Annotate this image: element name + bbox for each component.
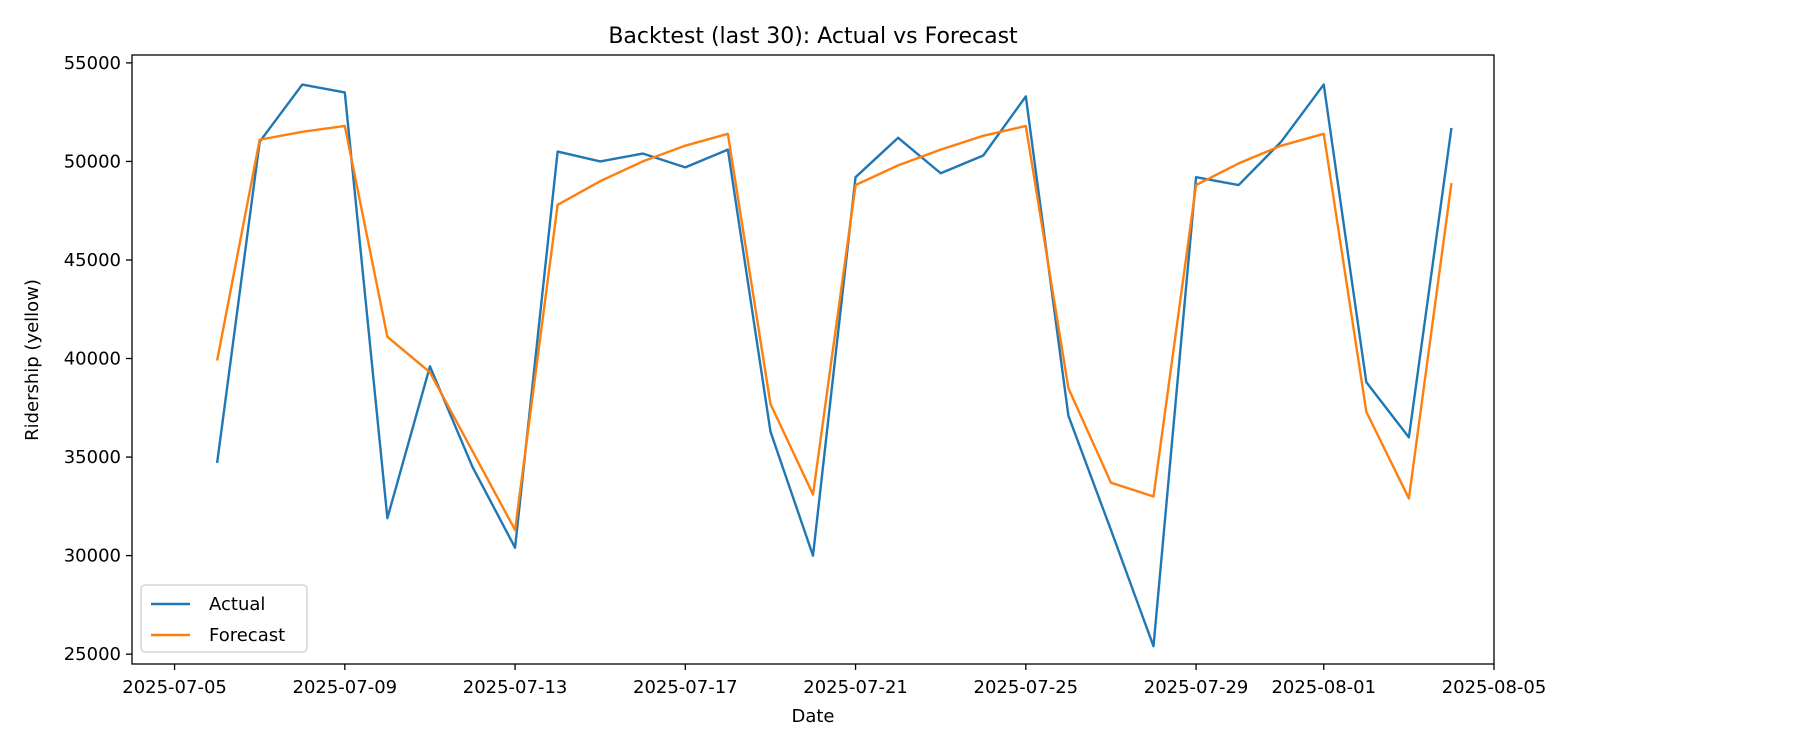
plot-area: [131, 54, 1495, 665]
x-tick-label: 2025-08-05: [1442, 677, 1547, 698]
chart-title: Backtest (last 30): Actual vs Forecast: [608, 24, 1018, 49]
y-axis-label: Ridership (yellow): [22, 279, 43, 441]
x-tick-label: 2025-07-17: [633, 677, 738, 698]
y-tick-label: 50000: [64, 151, 121, 172]
x-tick-label: 2025-07-05: [122, 677, 227, 698]
x-tick-label: 2025-07-21: [803, 677, 908, 698]
x-axis-label: Date: [791, 706, 834, 727]
x-tick-label: 2025-07-25: [974, 677, 1079, 698]
y-tick-label: 30000: [64, 546, 121, 567]
series-layer: [215, 83, 1453, 648]
x-tick-label: 2025-07-29: [1144, 677, 1249, 698]
x-axis: 2025-07-05 2025-07-09 2025-07-13 2025-07-17…: [122, 664, 1546, 698]
plot-frame: [131, 54, 1495, 665]
x-tick-label: 2025-08-01: [1271, 677, 1376, 698]
y-tick-label: 45000: [64, 250, 121, 271]
x-tick-label: 2025-07-09: [293, 677, 398, 698]
y-axis: 25000 30000 35000 40000 45000 50000 55000: [64, 53, 132, 665]
series-line-forecast: [215, 124, 1453, 532]
legend: Actual Forecast: [140, 584, 308, 653]
y-tick-label: 35000: [64, 447, 121, 468]
y-tick-label: 25000: [64, 644, 121, 665]
y-tick-label: 40000: [64, 349, 121, 370]
legend-label-actual: Actual: [209, 594, 265, 615]
series-line-actual: [215, 83, 1453, 648]
legend-label-forecast: Forecast: [209, 625, 285, 646]
y-tick-label: 55000: [64, 53, 121, 74]
x-tick-label: 2025-07-13: [463, 677, 568, 698]
